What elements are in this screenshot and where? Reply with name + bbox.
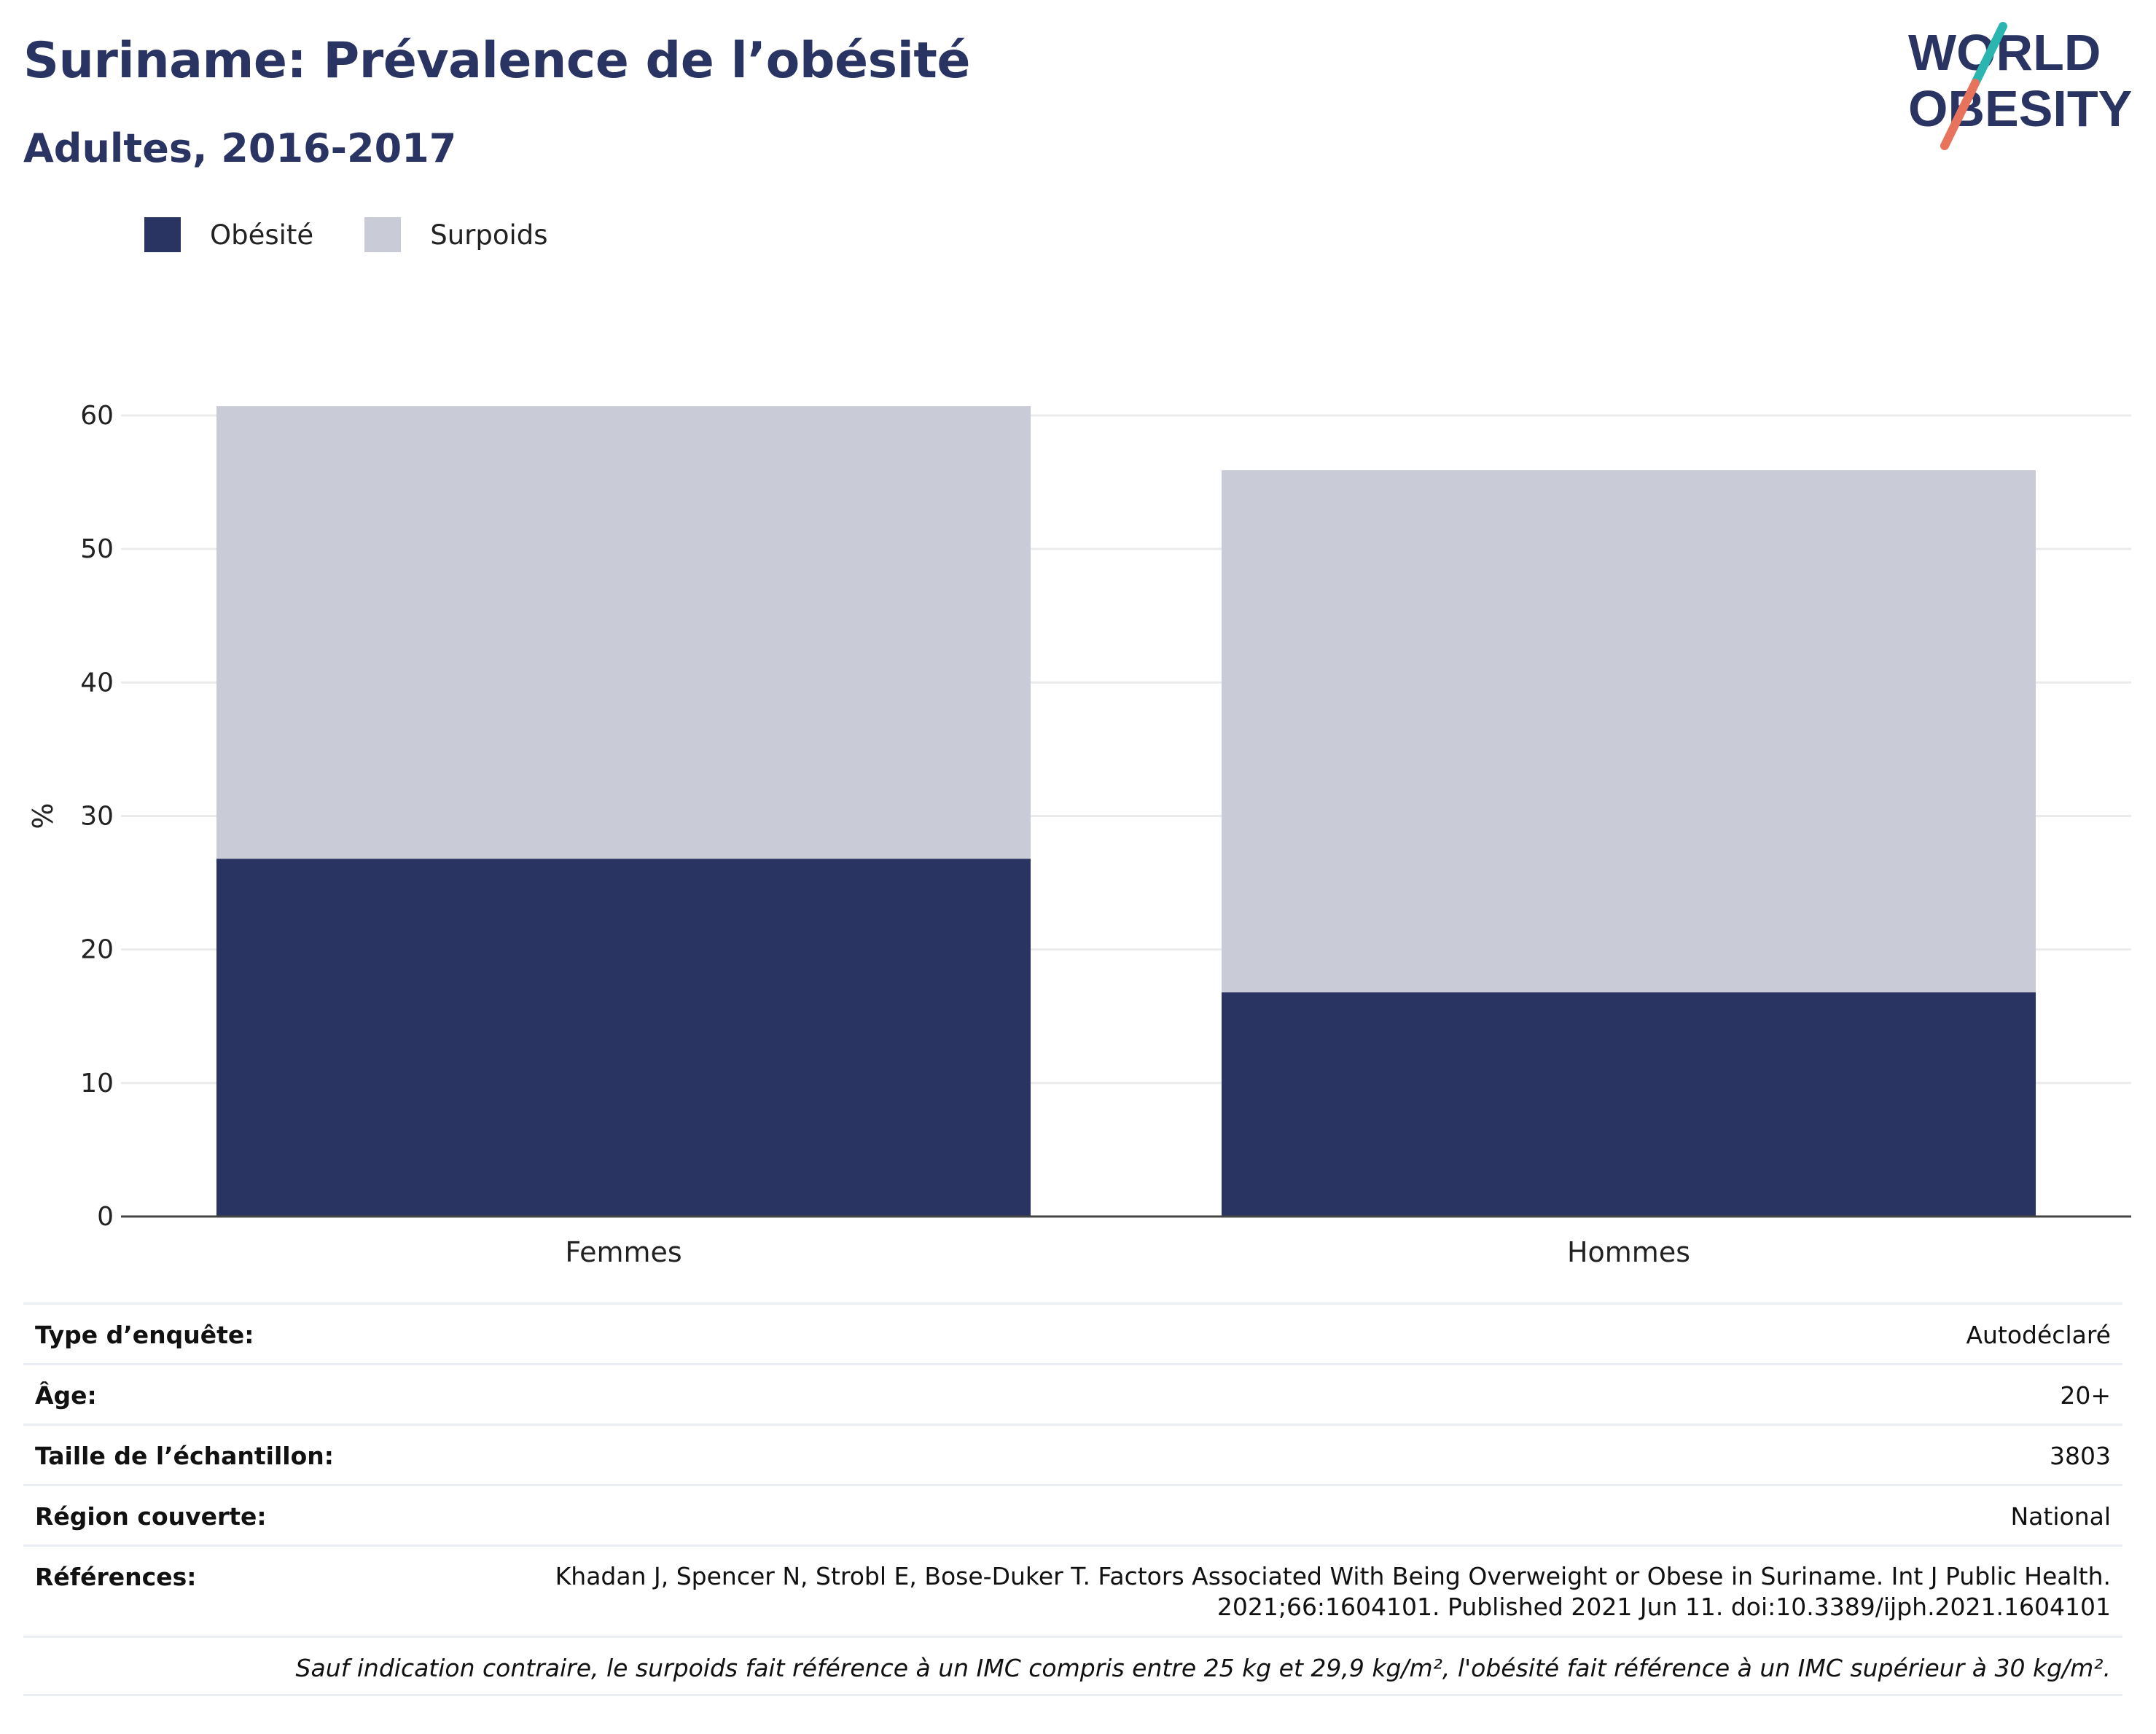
bar-obesity-femmes [216,859,1031,1216]
legend-swatch-obesity [144,217,181,252]
logo-line-1: WORLD [1908,24,2101,81]
survey-info-table: Type d’enquête: Autodéclaré Âge: 20+ Tai… [23,1303,2122,1696]
chart-subtitle: Adultes, 2016-2017 [23,125,457,171]
legend-swatch-overweight [364,217,402,252]
info-row-survey-type: Type d’enquête: Autodéclaré [23,1303,2122,1363]
y-tick-label: 0 [97,1202,114,1232]
references-line-1: Khadan J, Spencer N, Strobl E, Bose-Duke… [555,1562,2111,1590]
bar-obesity-hommes [1222,992,2036,1216]
logo-line-2: OBESITY [1908,80,2132,137]
x-tick-label: Hommes [1567,1236,1690,1268]
references-line-2: 2021;66:1604101. Published 2021 Jun 11. … [1216,1593,2111,1621]
bar-overweight-hommes [1222,470,2036,993]
y-axis-title: % [27,802,59,829]
y-tick-label: 50 [80,534,114,564]
definition-note: Sauf indication contraire, le surpoids f… [295,1654,2111,1682]
references-value: Khadan J, Spencer N, Strobl E, Bose-Duke… [555,1547,2111,1622]
y-tick-label: 10 [80,1069,114,1098]
age-label: Âge: [35,1381,97,1410]
x-tick-label: Femmes [565,1236,681,1268]
references-label: Références: [35,1563,197,1591]
info-row-age: Âge: 20+ [23,1363,2122,1423]
y-tick-label: 40 [80,668,114,698]
bar-chart: 0 10 20 30 40 50 60% Femmes Hommes [27,401,2131,1268]
legend-item-obesity[interactable]: Obésité [144,217,313,252]
sample-size-label: Taille de l’échantillon: [35,1442,334,1470]
region-value: National [2010,1502,2111,1531]
legend-label-overweight: Surpoids [430,219,548,251]
chart-title: Suriname: Prévalence de l’obésité [23,32,971,90]
bar-overweight-femmes [216,406,1031,859]
chart-legend: Obésité Surpoids [144,217,599,252]
y-tick-label: 20 [80,935,114,965]
survey-type-label: Type d’enquête: [35,1321,254,1349]
legend-item-overweight[interactable]: Surpoids [364,217,548,252]
y-tick-label: 30 [80,802,114,832]
info-row-sample-size: Taille de l’échantillon: 3803 [23,1423,2122,1484]
y-tick-label: 60 [80,401,114,431]
info-row-region: Région couverte: National [23,1484,2122,1544]
info-row-references: Références: Khadan J, Spencer N, Strobl … [23,1544,2122,1636]
info-row-note: Sauf indication contraire, le surpoids f… [23,1636,2122,1696]
region-label: Région couverte: [35,1502,267,1531]
legend-label-obesity: Obésité [210,219,314,251]
logo-slash-coral [1940,79,1980,150]
world-obesity-logo: WORLD OBESITY [1908,22,2132,150]
age-value: 20+ [2060,1381,2111,1410]
logo-slash-teal [1971,22,2007,87]
survey-type-value: Autodéclaré [1966,1321,2111,1349]
sample-size-value: 3803 [2050,1442,2111,1470]
